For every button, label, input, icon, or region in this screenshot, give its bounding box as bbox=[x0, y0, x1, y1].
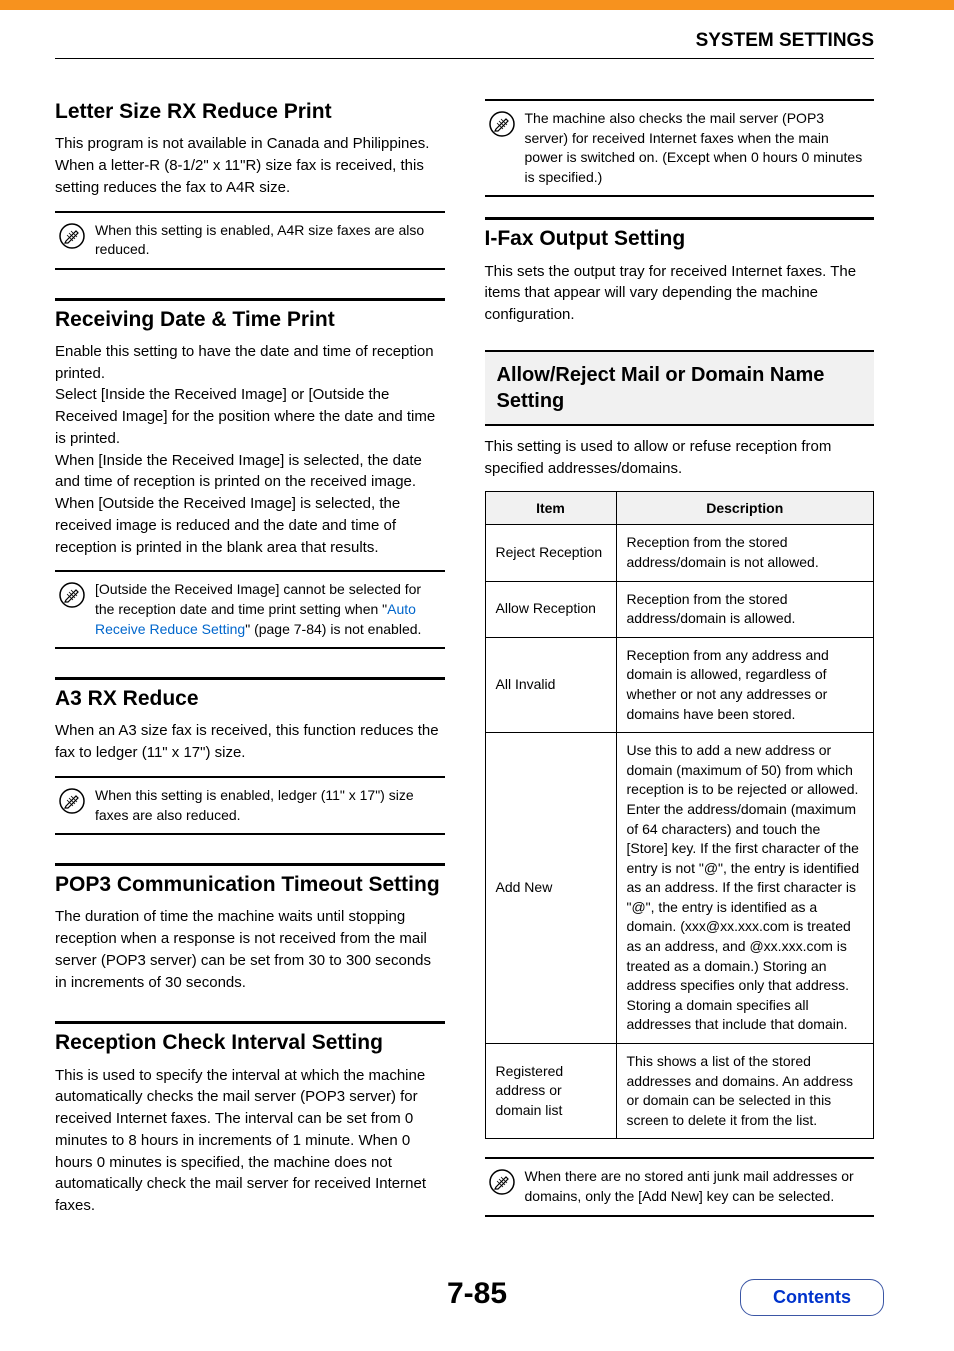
cell-desc: Reception from the stored address/domain… bbox=[616, 525, 874, 581]
subheading-allow-reject: Allow/Reject Mail or Domain Name Setting bbox=[485, 350, 875, 426]
body-pop3-timeout: The duration of time the machine waits u… bbox=[55, 906, 445, 993]
heading-reception-interval: Reception Check Interval Setting bbox=[55, 1021, 445, 1056]
header-accent-band bbox=[0, 0, 954, 10]
note-pre: [Outside the Received Image] cannot be s… bbox=[95, 581, 421, 617]
note-a3-rx: When this setting is enabled, ledger (11… bbox=[55, 776, 445, 835]
note-text: The machine also checks the mail server … bbox=[525, 109, 871, 187]
pencil-icon bbox=[59, 223, 85, 249]
heading-pop3-timeout: POP3 Communication Timeout Setting bbox=[55, 863, 445, 898]
note-recv-date-time: [Outside the Received Image] cannot be s… bbox=[55, 570, 445, 649]
body-recv-3: When [Inside the Received Image] is sele… bbox=[55, 450, 445, 494]
body-reception-interval: This is used to specify the interval at … bbox=[55, 1065, 445, 1217]
note-text: When this setting is enabled, A4R size f… bbox=[95, 221, 441, 260]
pencil-icon bbox=[489, 111, 515, 137]
left-column: Letter Size RX Reduce Print This program… bbox=[55, 99, 445, 1229]
th-description: Description bbox=[616, 492, 874, 525]
heading-ifax-output: I-Fax Output Setting bbox=[485, 217, 875, 252]
note-post: " (page 7-84) is not enabled. bbox=[245, 621, 421, 637]
page: SYSTEM SETTINGS Letter Size RX Reduce Pr… bbox=[0, 0, 954, 1351]
table-row: Add New Use this to add a new address or… bbox=[485, 733, 874, 1044]
cell-desc: Use this to add a new address or domain … bbox=[616, 733, 874, 1044]
allow-reject-table: Item Description Reject Reception Recept… bbox=[485, 491, 875, 1139]
table-row: Allow Reception Reception from the store… bbox=[485, 581, 874, 637]
note-text: When there are no stored anti junk mail … bbox=[525, 1167, 871, 1206]
pencil-icon bbox=[489, 1169, 515, 1195]
note-top-right: The machine also checks the mail server … bbox=[485, 99, 875, 197]
body-recv-1: Enable this setting to have the date and… bbox=[55, 341, 445, 385]
note-text: [Outside the Received Image] cannot be s… bbox=[95, 580, 441, 639]
table-row: Reject Reception Reception from the stor… bbox=[485, 525, 874, 581]
header-title: SYSTEM SETTINGS bbox=[0, 10, 954, 58]
th-item: Item bbox=[485, 492, 616, 525]
body-recv-4: When [Outside the Received Image] is sel… bbox=[55, 493, 445, 558]
table-header-row: Item Description bbox=[485, 492, 874, 525]
cell-item: Reject Reception bbox=[485, 525, 616, 581]
cell-desc: This shows a list of the stored addresse… bbox=[616, 1044, 874, 1139]
pencil-icon bbox=[59, 582, 85, 608]
contents-button[interactable]: Contents bbox=[740, 1279, 884, 1316]
cell-desc: Reception from the stored address/domain… bbox=[616, 581, 874, 637]
note-allow-reject: When there are no stored anti junk mail … bbox=[485, 1157, 875, 1216]
cell-item: Registered address or domain list bbox=[485, 1044, 616, 1139]
cell-item: Allow Reception bbox=[485, 581, 616, 637]
body-letter-size-rx: This program is not available in Canada … bbox=[55, 133, 445, 198]
heading-a3-rx: A3 RX Reduce bbox=[55, 677, 445, 712]
cell-item: Add New bbox=[485, 733, 616, 1044]
subheading-text: Allow/Reject Mail or Domain Name Setting bbox=[497, 362, 863, 414]
note-text: When this setting is enabled, ledger (11… bbox=[95, 786, 441, 825]
cell-item: All Invalid bbox=[485, 637, 616, 732]
cell-desc: Reception from any address and domain is… bbox=[616, 637, 874, 732]
table-row: Registered address or domain list This s… bbox=[485, 1044, 874, 1139]
table-row: All Invalid Reception from any address a… bbox=[485, 637, 874, 732]
content-columns: Letter Size RX Reduce Print This program… bbox=[0, 59, 954, 1229]
right-column: The machine also checks the mail server … bbox=[485, 99, 875, 1229]
heading-recv-date-time: Receiving Date & Time Print bbox=[55, 298, 445, 333]
heading-letter-size-rx: Letter Size RX Reduce Print bbox=[55, 99, 445, 125]
body-recv-2: Select [Inside the Received Image] or [O… bbox=[55, 384, 445, 449]
note-letter-size-rx: When this setting is enabled, A4R size f… bbox=[55, 211, 445, 270]
body-a3-rx: When an A3 size fax is received, this fu… bbox=[55, 720, 445, 764]
body-allow-reject: This setting is used to allow or refuse … bbox=[485, 436, 875, 480]
body-ifax-output: This sets the output tray for received I… bbox=[485, 261, 875, 326]
pencil-icon bbox=[59, 788, 85, 814]
